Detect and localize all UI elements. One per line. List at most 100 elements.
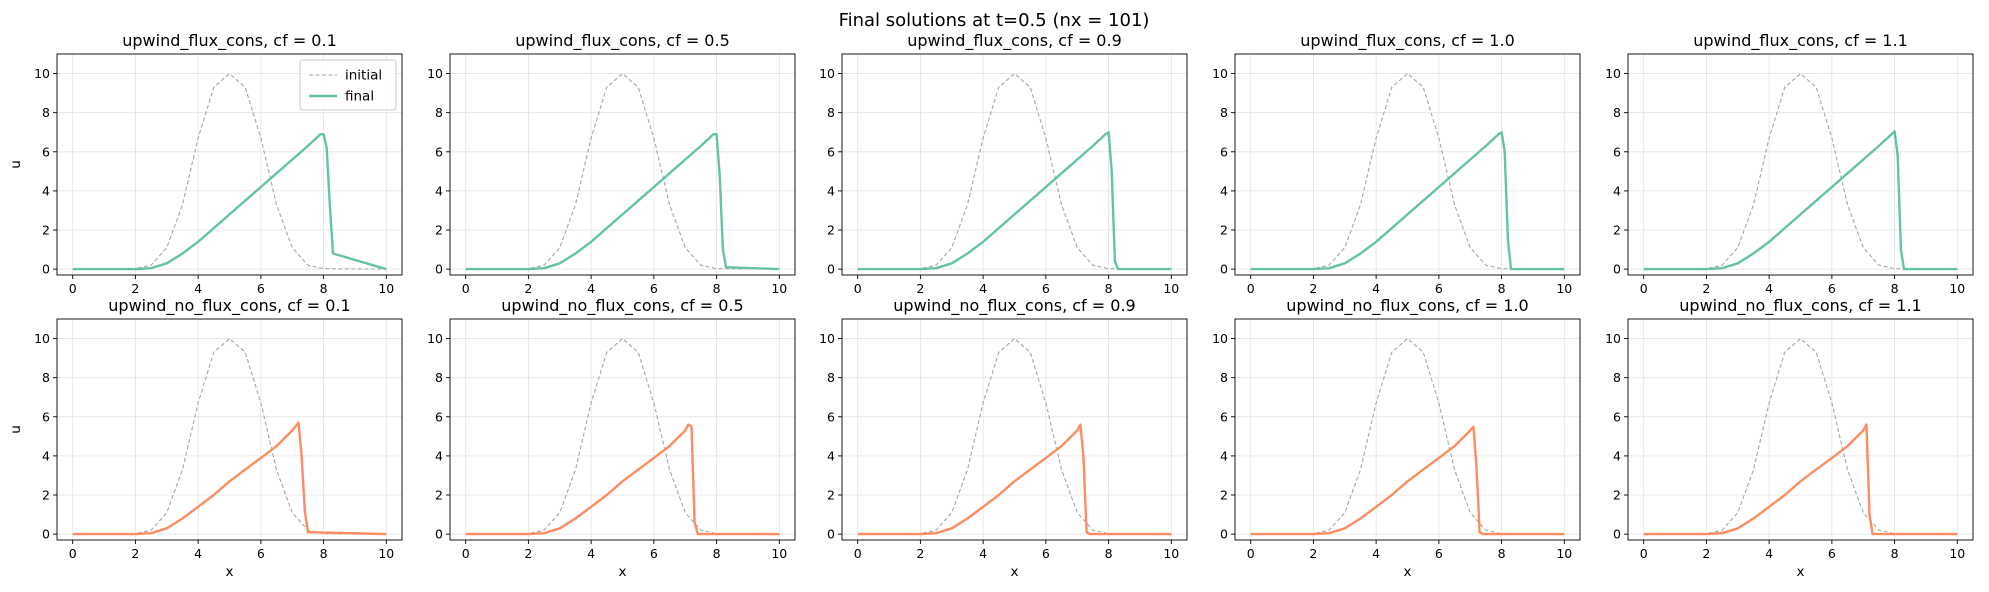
x-tick-label: 10 [1556, 281, 1572, 296]
legend: initial final [299, 59, 397, 111]
subplot-4: 0 2 4 6 8 10 0 2 4 6 8 10 upwind_flux_cons, cf = 1.0 [1212, 31, 1581, 296]
x-tick-label: 2 [131, 281, 139, 296]
series-line-final [1250, 130, 1565, 271]
series-line-initial [1643, 338, 1958, 535]
y-tick-label: 6 [435, 409, 443, 424]
y-tick-label: 2 [1220, 488, 1228, 503]
x-tick-label: 6 [650, 281, 658, 296]
x-tick-label: 0 [462, 281, 470, 296]
y-tick-label: 6 [827, 144, 835, 159]
x-tick-label: 10 [378, 546, 394, 561]
legend-label-final: final [345, 89, 374, 105]
y-tick-label: 6 [827, 409, 835, 424]
subplot-6: 0 2 4 6 8 10 0 2 4 6 8 10 upwind_no_flux_cons, cf = … [8, 296, 403, 580]
x-axis-label: x [619, 564, 627, 580]
y-tick-label: 8 [42, 370, 50, 385]
y-tick-label: 0 [827, 527, 835, 542]
plot-area [450, 54, 795, 275]
x-tick-label: 10 [1949, 281, 1965, 296]
legend-box [299, 59, 397, 111]
y-tick-label: 8 [1220, 105, 1228, 120]
y-tick-label: 2 [42, 488, 50, 503]
y-tick-label: 8 [1613, 105, 1621, 120]
series-line-initial [857, 73, 1172, 270]
x-tick-label: 6 [1828, 281, 1836, 296]
y-tick-label: 4 [42, 448, 50, 463]
y-tick-label: 8 [1220, 370, 1228, 385]
x-tick-label: 2 [1702, 546, 1710, 561]
x-tick-label: 6 [257, 546, 265, 561]
series-line-final [72, 421, 387, 536]
series-line-final [1643, 130, 1958, 271]
y-tick-label: 6 [1220, 409, 1228, 424]
y-tick-label: 2 [435, 223, 443, 238]
x-tick-label: 2 [1309, 546, 1317, 561]
subplot-title: upwind_no_flux_cons, cf = 1.1 [1679, 296, 1921, 316]
x-tick-label: 8 [1891, 281, 1899, 296]
y-tick-label: 6 [1220, 144, 1228, 159]
y-tick-label: 6 [1613, 409, 1621, 424]
x-tick-label: 4 [194, 546, 202, 561]
x-axis-label: x [1011, 564, 1019, 580]
subplot-7: 0 2 4 6 8 10 0 2 4 6 8 10 upwind_no_flux_cons, cf = … [427, 296, 796, 580]
x-tick-label: 2 [916, 546, 924, 561]
y-tick-label: 2 [435, 488, 443, 503]
y-tick-label: 4 [827, 183, 835, 198]
y-tick-label: 10 [1605, 66, 1621, 81]
x-tick-label: 2 [131, 546, 139, 561]
y-tick-label: 6 [42, 409, 50, 424]
x-tick-label: 0 [854, 546, 862, 561]
axes-frame [1627, 318, 1974, 541]
series-line-initial [1643, 73, 1958, 270]
x-axis-label: x [226, 564, 234, 580]
y-tick-label: 0 [1220, 262, 1228, 277]
subplot-title: upwind_no_flux_cons, cf = 0.9 [893, 296, 1135, 316]
subplot-title: upwind_flux_cons, cf = 1.1 [1693, 31, 1908, 51]
x-tick-label: 8 [713, 546, 721, 561]
x-tick-label: 8 [320, 546, 328, 561]
x-tick-label: 2 [524, 281, 532, 296]
x-tick-label: 8 [1105, 546, 1113, 561]
x-tick-label: 8 [1105, 281, 1113, 296]
y-tick-label: 10 [819, 66, 835, 81]
series-line-initial [857, 338, 1172, 535]
x-tick-label: 10 [1163, 281, 1179, 296]
plot-area [1628, 54, 1973, 275]
y-tick-label: 10 [34, 331, 50, 346]
plot-area [1235, 319, 1580, 540]
y-tick-label: 2 [827, 488, 835, 503]
subplot-title: upwind_flux_cons, cf = 1.0 [1300, 31, 1515, 51]
x-tick-label: 4 [194, 281, 202, 296]
x-tick-label: 8 [1891, 546, 1899, 561]
x-axis-label: x [1404, 564, 1412, 580]
y-tick-label: 8 [435, 105, 443, 120]
axes-frame [56, 53, 403, 276]
subplot-2: 0 2 4 6 8 10 0 2 4 6 8 10 upwind_flux_cons, cf = 0.5 [427, 31, 796, 296]
axes-frame [56, 318, 403, 541]
x-tick-label: 0 [854, 281, 862, 296]
subplot-title: upwind_flux_cons, cf = 0.5 [515, 31, 730, 51]
subplot-1: 0 2 4 6 8 10 0 2 4 6 8 10 upwind_flux_cons, cf = 0.1… [8, 31, 403, 296]
y-tick-label: 10 [427, 66, 443, 81]
subplot-5: 0 2 4 6 8 10 0 2 4 6 8 10 upwind_flux_cons, cf = 1.1 [1605, 31, 1974, 296]
subplot-10: 0 2 4 6 8 10 0 2 4 6 8 10 upwind_no_flux_cons, cf = … [1605, 296, 1974, 580]
x-tick-label: 0 [69, 546, 77, 561]
y-tick-label: 10 [1212, 66, 1228, 81]
series-line-final [857, 130, 1172, 271]
axes-frame [1627, 53, 1974, 276]
y-tick-label: 4 [1220, 448, 1228, 463]
y-tick-label: 4 [435, 183, 443, 198]
x-tick-label: 0 [1247, 546, 1255, 561]
y-tick-label: 4 [1220, 183, 1228, 198]
x-tick-label: 10 [1163, 546, 1179, 561]
x-tick-label: 6 [650, 546, 658, 561]
x-tick-label: 4 [979, 281, 987, 296]
y-tick-label: 10 [427, 331, 443, 346]
subplot-title: upwind_flux_cons, cf = 0.9 [907, 31, 1122, 51]
plot-area [1628, 319, 1973, 540]
x-tick-label: 2 [1702, 281, 1710, 296]
x-tick-label: 8 [1498, 281, 1506, 296]
plot-area [1235, 54, 1580, 275]
x-tick-label: 2 [1309, 281, 1317, 296]
y-tick-label: 8 [827, 105, 835, 120]
